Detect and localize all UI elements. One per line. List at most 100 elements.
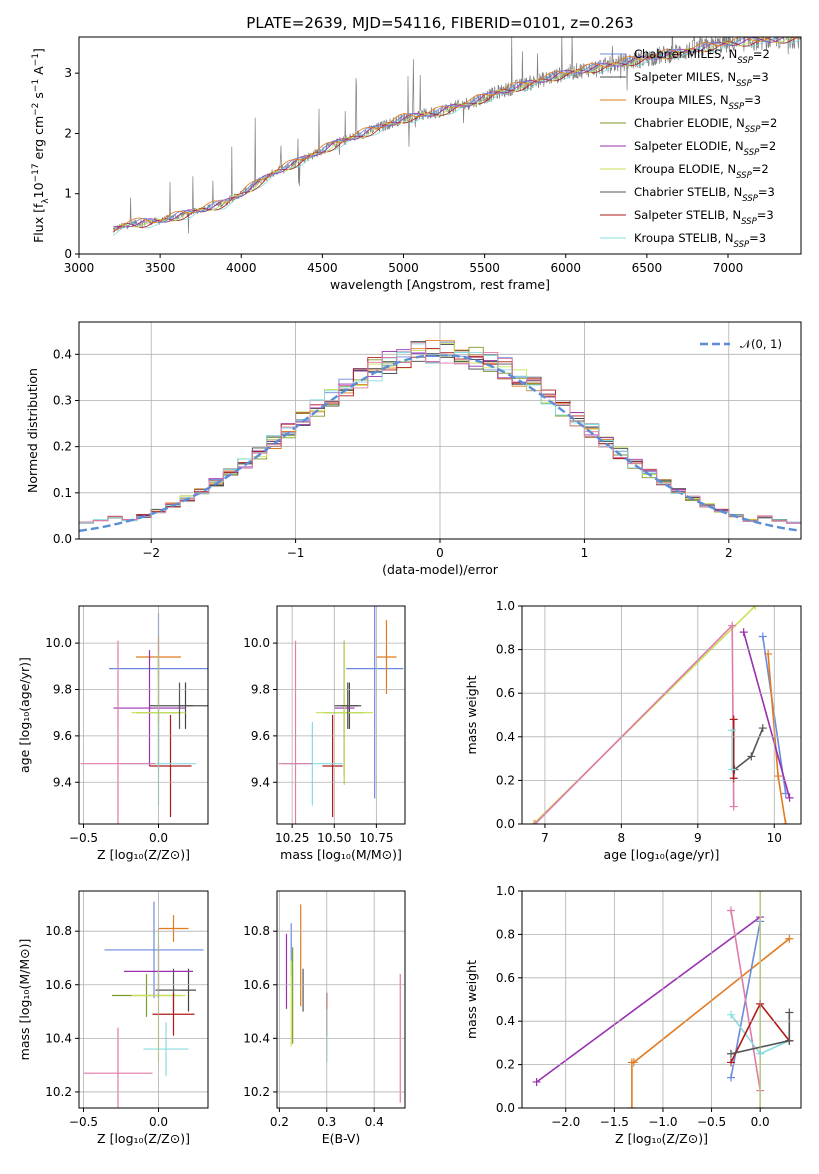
- y-axis-label-part: 10: [31, 182, 46, 198]
- legend-tail: =2: [753, 47, 770, 61]
- weight-marker-salpeter_stelib: [729, 774, 738, 783]
- model-spectrum-salpeter_elodie: [113, 37, 801, 228]
- spectrum-title: PLATE=2639, MJD=54116, FIBERID=0101, z=0…: [246, 14, 633, 32]
- model-spectrum-chabrier_miles: [113, 37, 801, 229]
- legend-sub: SSP: [734, 240, 750, 250]
- weight-line-pink: [730, 910, 761, 1108]
- x-axis-label: Z [log₁₀(Z/Z⊙)]: [97, 847, 190, 862]
- axes-frame: [78, 605, 209, 825]
- weight-line-kroupa_miles: [631, 938, 790, 1108]
- model-spectrum-kroupa_stelib: [112, 38, 801, 236]
- weight-marker-kroupa_miles: [785, 934, 794, 943]
- x-tick-label: −1.0: [648, 1115, 677, 1129]
- x-tick-label: 5500: [469, 261, 500, 275]
- x-tick-label: 10.25: [275, 831, 309, 845]
- legend-text: Salpeter STELIB, N: [634, 208, 741, 222]
- weight-line-salpeter_elodie: [536, 916, 761, 1083]
- weight-marker-pink: [530, 820, 539, 824]
- axes-frame: [78, 36, 802, 255]
- x-tick-label: 7000: [713, 261, 744, 275]
- legend-sub: SSP: [745, 125, 761, 135]
- y-tick-label: 0.4: [496, 730, 515, 744]
- x-tick-label: 1: [581, 546, 589, 560]
- x-axis-label: age [log₁₀(age/yr)]: [604, 847, 720, 862]
- y-tick-label: 1.0: [496, 599, 515, 613]
- y-tick-label: 0.6: [496, 686, 515, 700]
- legend-entry: Kroupa MILES, NSSP=3: [634, 93, 761, 112]
- axes-frame: [521, 605, 802, 825]
- legend-text: Chabrier MILES, N: [634, 47, 737, 61]
- y-tick-label: 0.4: [53, 347, 72, 361]
- y-axis-label-part: s: [31, 92, 46, 103]
- y-axis-label: age [log₁₀(age/yr)]: [17, 657, 32, 773]
- y-axis-label-part: λ: [41, 198, 51, 204]
- legend-text: Kroupa ELODIE, N: [634, 162, 736, 176]
- ebv-mass-panel: 0.2 0.3 0.4 10.2 10.4 10.6 10.8 E(B-V): [243, 890, 406, 1146]
- model-spectrum-kroupa_miles: [113, 37, 801, 231]
- legend-text: Chabrier ELODIE, N: [634, 116, 745, 130]
- y-tick-label: 0.8: [496, 643, 515, 657]
- weight-marker-salpeter_elodie: [532, 1077, 541, 1086]
- x-axis-label: wavelength [Angstrom, rest frame]: [330, 277, 550, 292]
- weight-marker-pink: [728, 621, 737, 630]
- weight-line-salpeter_elodie: [742, 631, 791, 799]
- y-tick-label: 0.6: [496, 971, 515, 985]
- y-axis-label: mass weight: [464, 675, 479, 754]
- legend-entry: Kroupa STELIB, NSSP=3: [634, 231, 766, 250]
- y-tick-label: 0.0: [53, 532, 72, 546]
- y-axis-label-part: Flux [f: [31, 203, 46, 243]
- residual-histogram-panel: −2 −1 0 1 2 0.0 0.1 0.2 0.3 0.4 (data-model)/error…: [25, 321, 802, 577]
- axes-frame: [78, 321, 802, 540]
- x-axis-label: Z [log₁₀(Z/Z⊙)]: [97, 1131, 190, 1146]
- legend-text: Kroupa STELIB, N: [634, 231, 734, 245]
- legend-sub: SSP: [736, 171, 752, 181]
- y-tick-label: 0.3: [53, 393, 72, 407]
- y-tick-label: 9.6: [53, 729, 72, 743]
- y-tick-label: 10.0: [45, 636, 72, 650]
- legend-entry: Salpeter MILES, NSSP=3: [634, 70, 769, 89]
- plot-area: [529, 606, 794, 824]
- legend-tail: =3: [744, 93, 761, 107]
- weight-marker-chabrier_stelib: [727, 1049, 736, 1058]
- x-tick-label: 6500: [632, 261, 663, 275]
- y-tick-label: 2: [64, 126, 72, 140]
- plot-area: [83, 901, 204, 1108]
- y-axis-label: Normed distribution: [25, 368, 40, 493]
- weight-marker-chabrier_stelib: [785, 1008, 794, 1017]
- weight-marker-salpeter_elodie: [785, 793, 794, 802]
- x-axis-label: (data-model)/error: [382, 562, 499, 577]
- weight-marker-salpeter_stelib: [729, 715, 738, 724]
- y-tick-label: 10.0: [243, 636, 270, 650]
- x-tick-label: 0: [436, 546, 444, 560]
- x-axis-label: Z [log₁₀(Z/Z⊙)]: [615, 1131, 708, 1146]
- spectrum-panel: 3000 3500 4000 4500 5000 5500 6000 6500 7000 0 1 2 3…: [31, 36, 802, 292]
- legend-sub: SSP: [736, 79, 752, 89]
- weight-marker-pink: [729, 802, 738, 811]
- x-tick-label: 0.3: [317, 1115, 336, 1129]
- axes-frame: [78, 890, 209, 1109]
- y-tick-label: 9.4: [53, 775, 72, 789]
- legend-sub: SSP: [737, 56, 753, 66]
- x-tick-label: −1.5: [600, 1115, 629, 1129]
- legend-tail: =3: [758, 185, 775, 199]
- weight-marker-pink: [727, 906, 736, 915]
- legend-entry: 𝒩(0, 1): [740, 337, 782, 351]
- weight-marker-kroupa_miles: [781, 820, 790, 824]
- y-tick-label: 0.0: [496, 817, 515, 831]
- y-axis-label-part: A: [31, 66, 46, 79]
- legend-sub: SSP: [742, 194, 758, 204]
- x-tick-label: 3500: [145, 261, 176, 275]
- age-weight-panel: 7 8 9 10 0.0 0.2 0.4 0.6 0.8 1.0 age [log₁₀(age/yr…: [464, 599, 802, 862]
- legend-entry: Chabrier MILES, NSSP=2: [634, 47, 770, 66]
- y-tick-label: 1.0: [496, 884, 515, 898]
- y-axis-label-part: erg cm: [31, 116, 46, 164]
- x-tick-label: −1: [287, 546, 305, 560]
- mass-age-panel: 10.25 10.50 10.75 9.4 9.6 9.8 10.0 mass [log₁₀(…: [243, 605, 406, 862]
- x-tick-label: 0.2: [270, 1115, 289, 1129]
- z-weight-panel: −2.0 −1.5 −1.0 −0.5 0.0 0.0 0.2 0.4 0.6 0.8 1.0 Z […: [464, 884, 802, 1146]
- plot-area: [278, 606, 404, 824]
- plot-area: [80, 612, 208, 824]
- weight-line-kroupa_miles: [767, 653, 787, 824]
- legend-tail: =3: [749, 231, 766, 245]
- weight-marker-chabrier_miles: [727, 1073, 736, 1082]
